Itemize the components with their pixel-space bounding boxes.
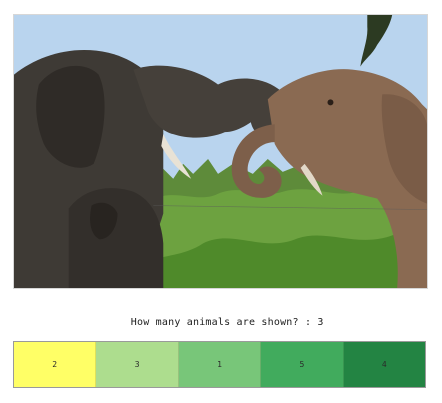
qa-separator: :: [298, 317, 318, 328]
answer-option-cell[interactable]: 5: [261, 342, 344, 387]
right-elephant-eye: [327, 99, 334, 106]
bush-shadow: [113, 231, 427, 288]
photo-illustration: [14, 15, 427, 288]
right-elephant-ear: [381, 94, 427, 204]
question-label: How many animals are shown?: [130, 317, 299, 328]
left-elephant-trunk: [133, 65, 292, 140]
answer-option-label: 4: [381, 360, 387, 369]
right-elephant-tusk: [300, 163, 323, 196]
right-elephant-trunk: [231, 124, 282, 198]
question-text: How many animals are shown? : 3: [0, 306, 442, 328]
fence-wire: [153, 205, 427, 210]
answer-option-label: 3: [134, 360, 140, 369]
answer-option-cell[interactable]: 1: [178, 342, 262, 387]
top-right-foliage: [360, 15, 393, 67]
answer-option-label: 1: [217, 360, 222, 369]
answer-value: 3: [317, 317, 324, 328]
answer-options-bar: 2 3 1 5 4: [13, 341, 426, 388]
elephants-photo: [13, 14, 428, 289]
answer-option-label: 2: [52, 360, 58, 369]
answer-option-label: 5: [299, 360, 305, 369]
baby-elephant-ear: [90, 202, 118, 240]
left-elephant-ear: [36, 65, 105, 168]
answer-option-cell[interactable]: 4: [343, 342, 426, 387]
answer-option-cell[interactable]: 3: [96, 342, 179, 387]
left-elephant-tusk: [161, 134, 192, 179]
answer-option-cell[interactable]: 2: [14, 342, 97, 387]
